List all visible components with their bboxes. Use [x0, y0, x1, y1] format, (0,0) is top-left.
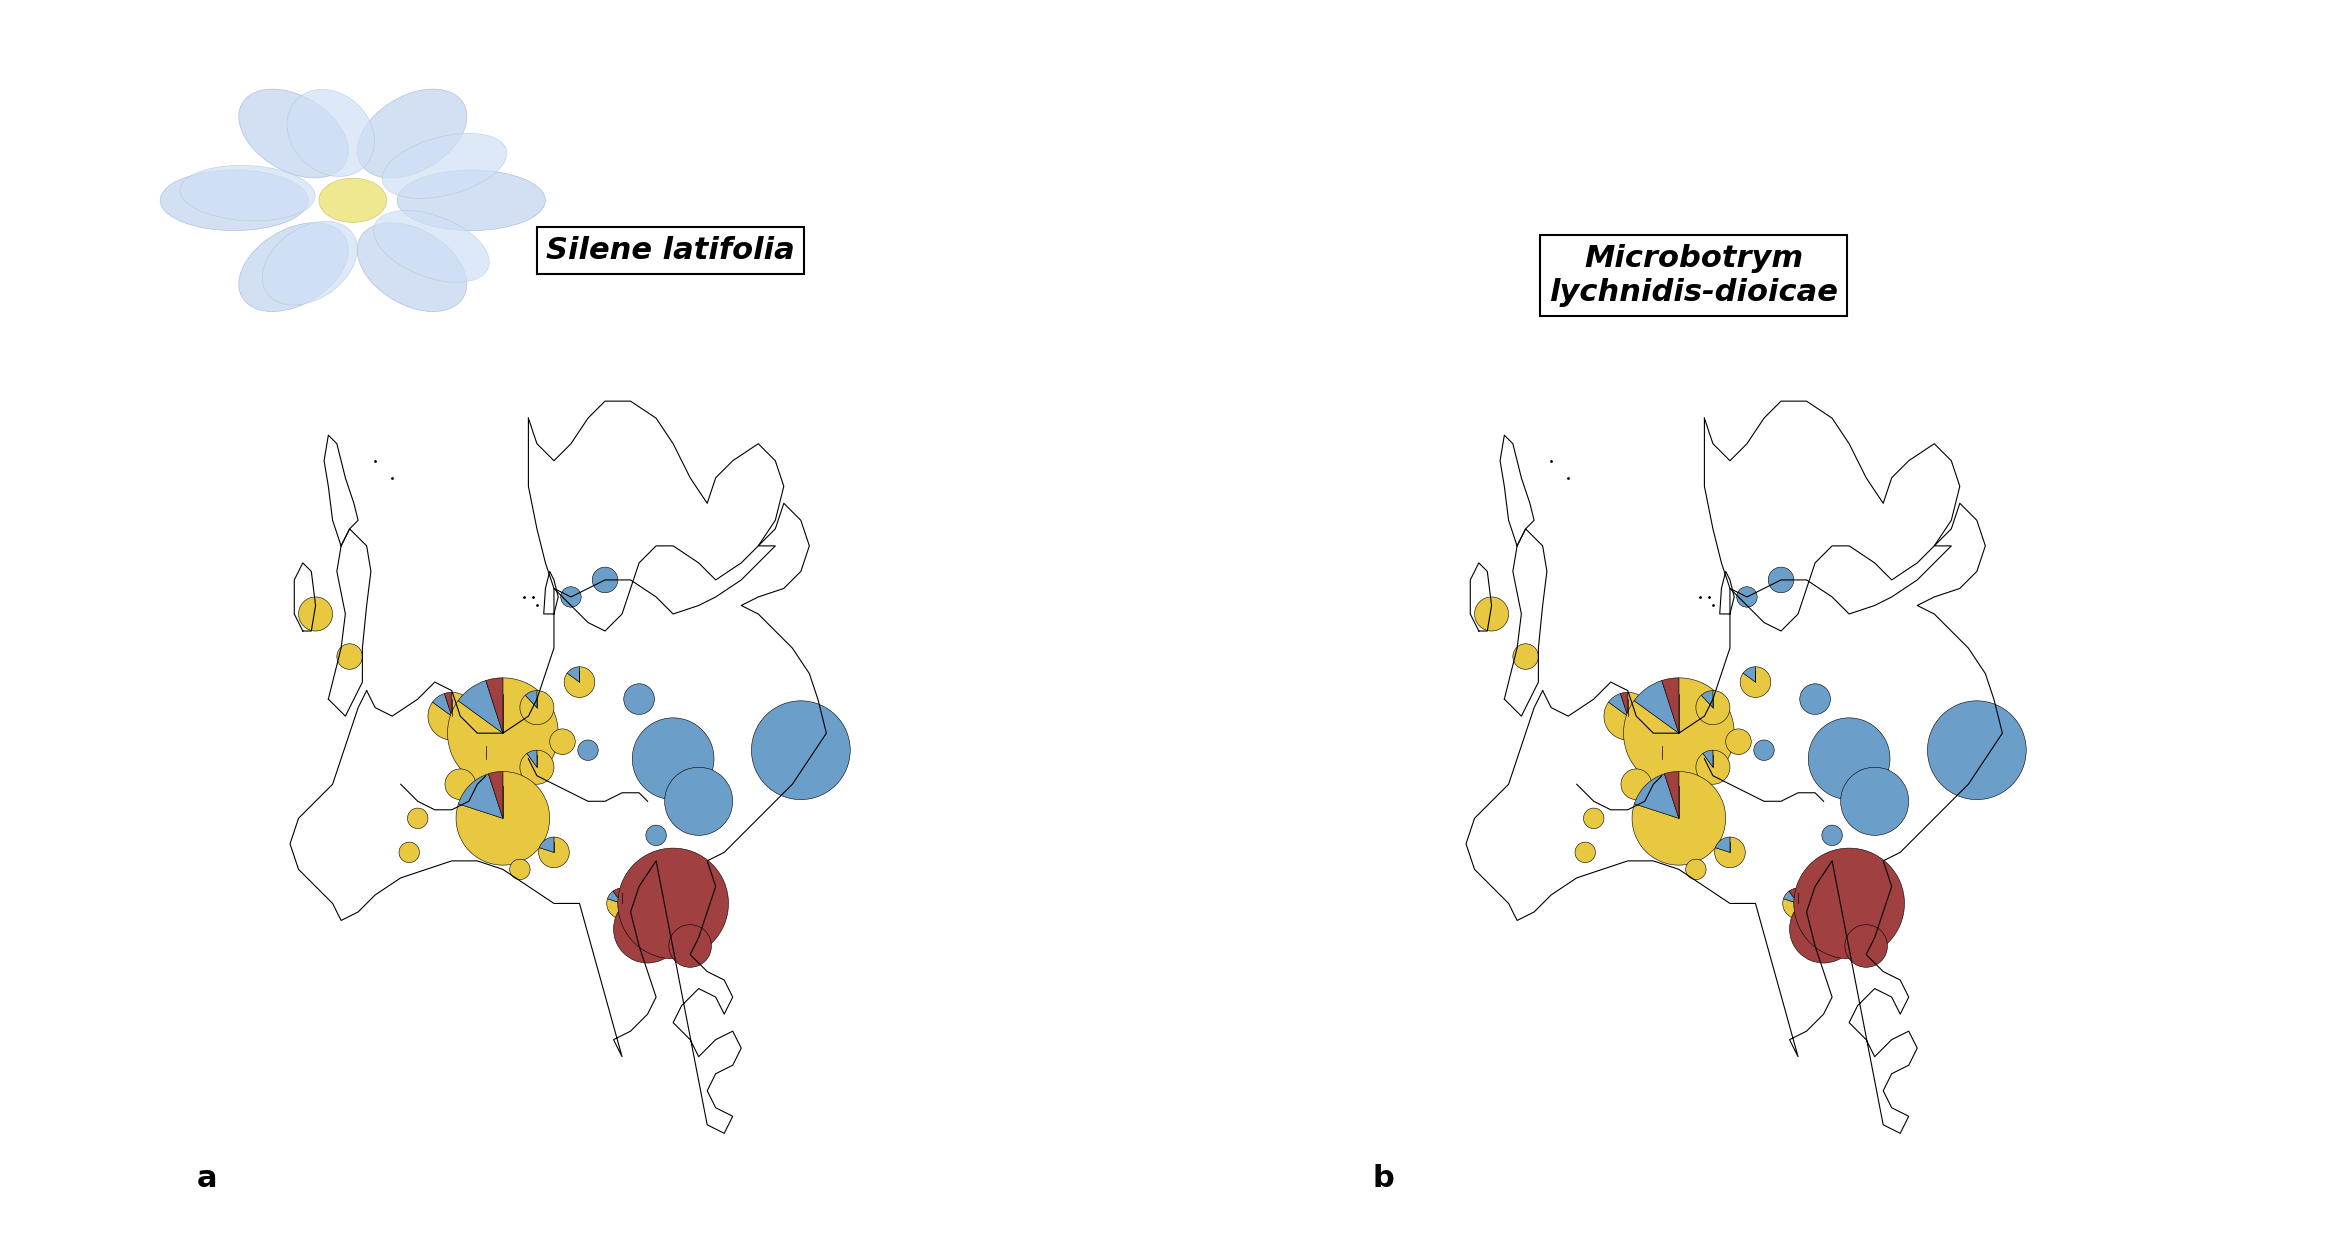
Wedge shape	[1651, 740, 1663, 759]
Wedge shape	[1842, 767, 1910, 835]
Wedge shape	[614, 895, 682, 963]
Wedge shape	[1583, 808, 1604, 829]
Wedge shape	[1632, 771, 1726, 865]
Wedge shape	[614, 888, 621, 904]
Wedge shape	[1799, 684, 1830, 715]
Wedge shape	[539, 838, 555, 853]
Wedge shape	[459, 774, 503, 819]
Wedge shape	[1743, 667, 1755, 682]
Wedge shape	[1621, 769, 1651, 800]
Ellipse shape	[240, 89, 348, 178]
Circle shape	[320, 178, 386, 223]
Ellipse shape	[160, 170, 308, 230]
Ellipse shape	[374, 210, 489, 282]
Wedge shape	[1635, 774, 1679, 819]
Wedge shape	[539, 838, 569, 868]
Wedge shape	[299, 597, 332, 631]
Wedge shape	[1715, 838, 1745, 868]
Wedge shape	[489, 771, 503, 819]
Wedge shape	[666, 767, 734, 835]
Wedge shape	[633, 717, 715, 800]
Wedge shape	[1696, 750, 1731, 784]
Wedge shape	[564, 667, 595, 697]
Wedge shape	[1736, 587, 1757, 607]
Wedge shape	[475, 740, 487, 759]
Wedge shape	[607, 888, 637, 919]
Wedge shape	[1696, 691, 1731, 725]
Wedge shape	[433, 694, 452, 716]
Wedge shape	[447, 677, 557, 789]
Wedge shape	[579, 740, 597, 760]
Wedge shape	[510, 859, 529, 880]
Wedge shape	[468, 740, 506, 777]
Wedge shape	[1790, 888, 1797, 904]
Wedge shape	[1809, 717, 1891, 800]
Wedge shape	[445, 769, 475, 800]
Wedge shape	[407, 808, 428, 829]
Wedge shape	[1844, 925, 1886, 968]
Text: Microbotrym
lychnidis-dioicae: Microbotrym lychnidis-dioicae	[1550, 244, 1837, 307]
Wedge shape	[1609, 694, 1628, 716]
Text: Silene latifolia: Silene latifolia	[546, 235, 795, 265]
Wedge shape	[567, 667, 579, 682]
Wedge shape	[1726, 729, 1752, 755]
Wedge shape	[1769, 567, 1795, 592]
Wedge shape	[550, 729, 576, 755]
Wedge shape	[1623, 677, 1733, 789]
Wedge shape	[1475, 597, 1508, 631]
Wedge shape	[1715, 838, 1731, 853]
Wedge shape	[445, 692, 452, 716]
Wedge shape	[400, 843, 419, 863]
Ellipse shape	[263, 222, 358, 305]
Wedge shape	[1644, 740, 1682, 777]
Wedge shape	[1703, 750, 1712, 767]
Wedge shape	[1740, 667, 1771, 697]
Wedge shape	[1621, 692, 1628, 716]
Wedge shape	[520, 750, 555, 784]
Ellipse shape	[358, 223, 466, 312]
Wedge shape	[520, 691, 555, 725]
Wedge shape	[1663, 677, 1679, 734]
Wedge shape	[623, 684, 654, 715]
Wedge shape	[1926, 701, 2025, 800]
Wedge shape	[524, 691, 536, 707]
Ellipse shape	[358, 89, 466, 178]
Wedge shape	[1604, 692, 1651, 740]
Wedge shape	[1700, 691, 1712, 707]
Wedge shape	[336, 644, 362, 670]
Ellipse shape	[240, 223, 348, 312]
Ellipse shape	[381, 134, 506, 198]
Wedge shape	[1755, 740, 1773, 760]
Wedge shape	[428, 692, 475, 740]
Wedge shape	[647, 825, 666, 845]
Wedge shape	[1823, 825, 1842, 845]
Wedge shape	[1790, 895, 1858, 963]
Wedge shape	[487, 677, 503, 734]
Wedge shape	[1512, 644, 1538, 670]
Text: a: a	[195, 1164, 216, 1193]
Wedge shape	[593, 567, 619, 592]
Text: b: b	[1371, 1164, 1395, 1193]
Ellipse shape	[181, 165, 315, 220]
Wedge shape	[619, 848, 729, 959]
Wedge shape	[1783, 891, 1797, 904]
Wedge shape	[607, 891, 621, 904]
Wedge shape	[750, 701, 849, 800]
Wedge shape	[1783, 888, 1813, 919]
Ellipse shape	[397, 170, 546, 230]
Wedge shape	[456, 771, 550, 865]
Wedge shape	[1635, 681, 1679, 734]
Wedge shape	[527, 750, 536, 767]
Wedge shape	[560, 587, 581, 607]
Wedge shape	[459, 681, 503, 734]
Wedge shape	[1795, 848, 1905, 959]
Wedge shape	[1576, 843, 1595, 863]
Wedge shape	[668, 925, 710, 968]
Wedge shape	[1665, 771, 1679, 819]
Wedge shape	[1686, 859, 1705, 880]
Ellipse shape	[287, 89, 374, 177]
